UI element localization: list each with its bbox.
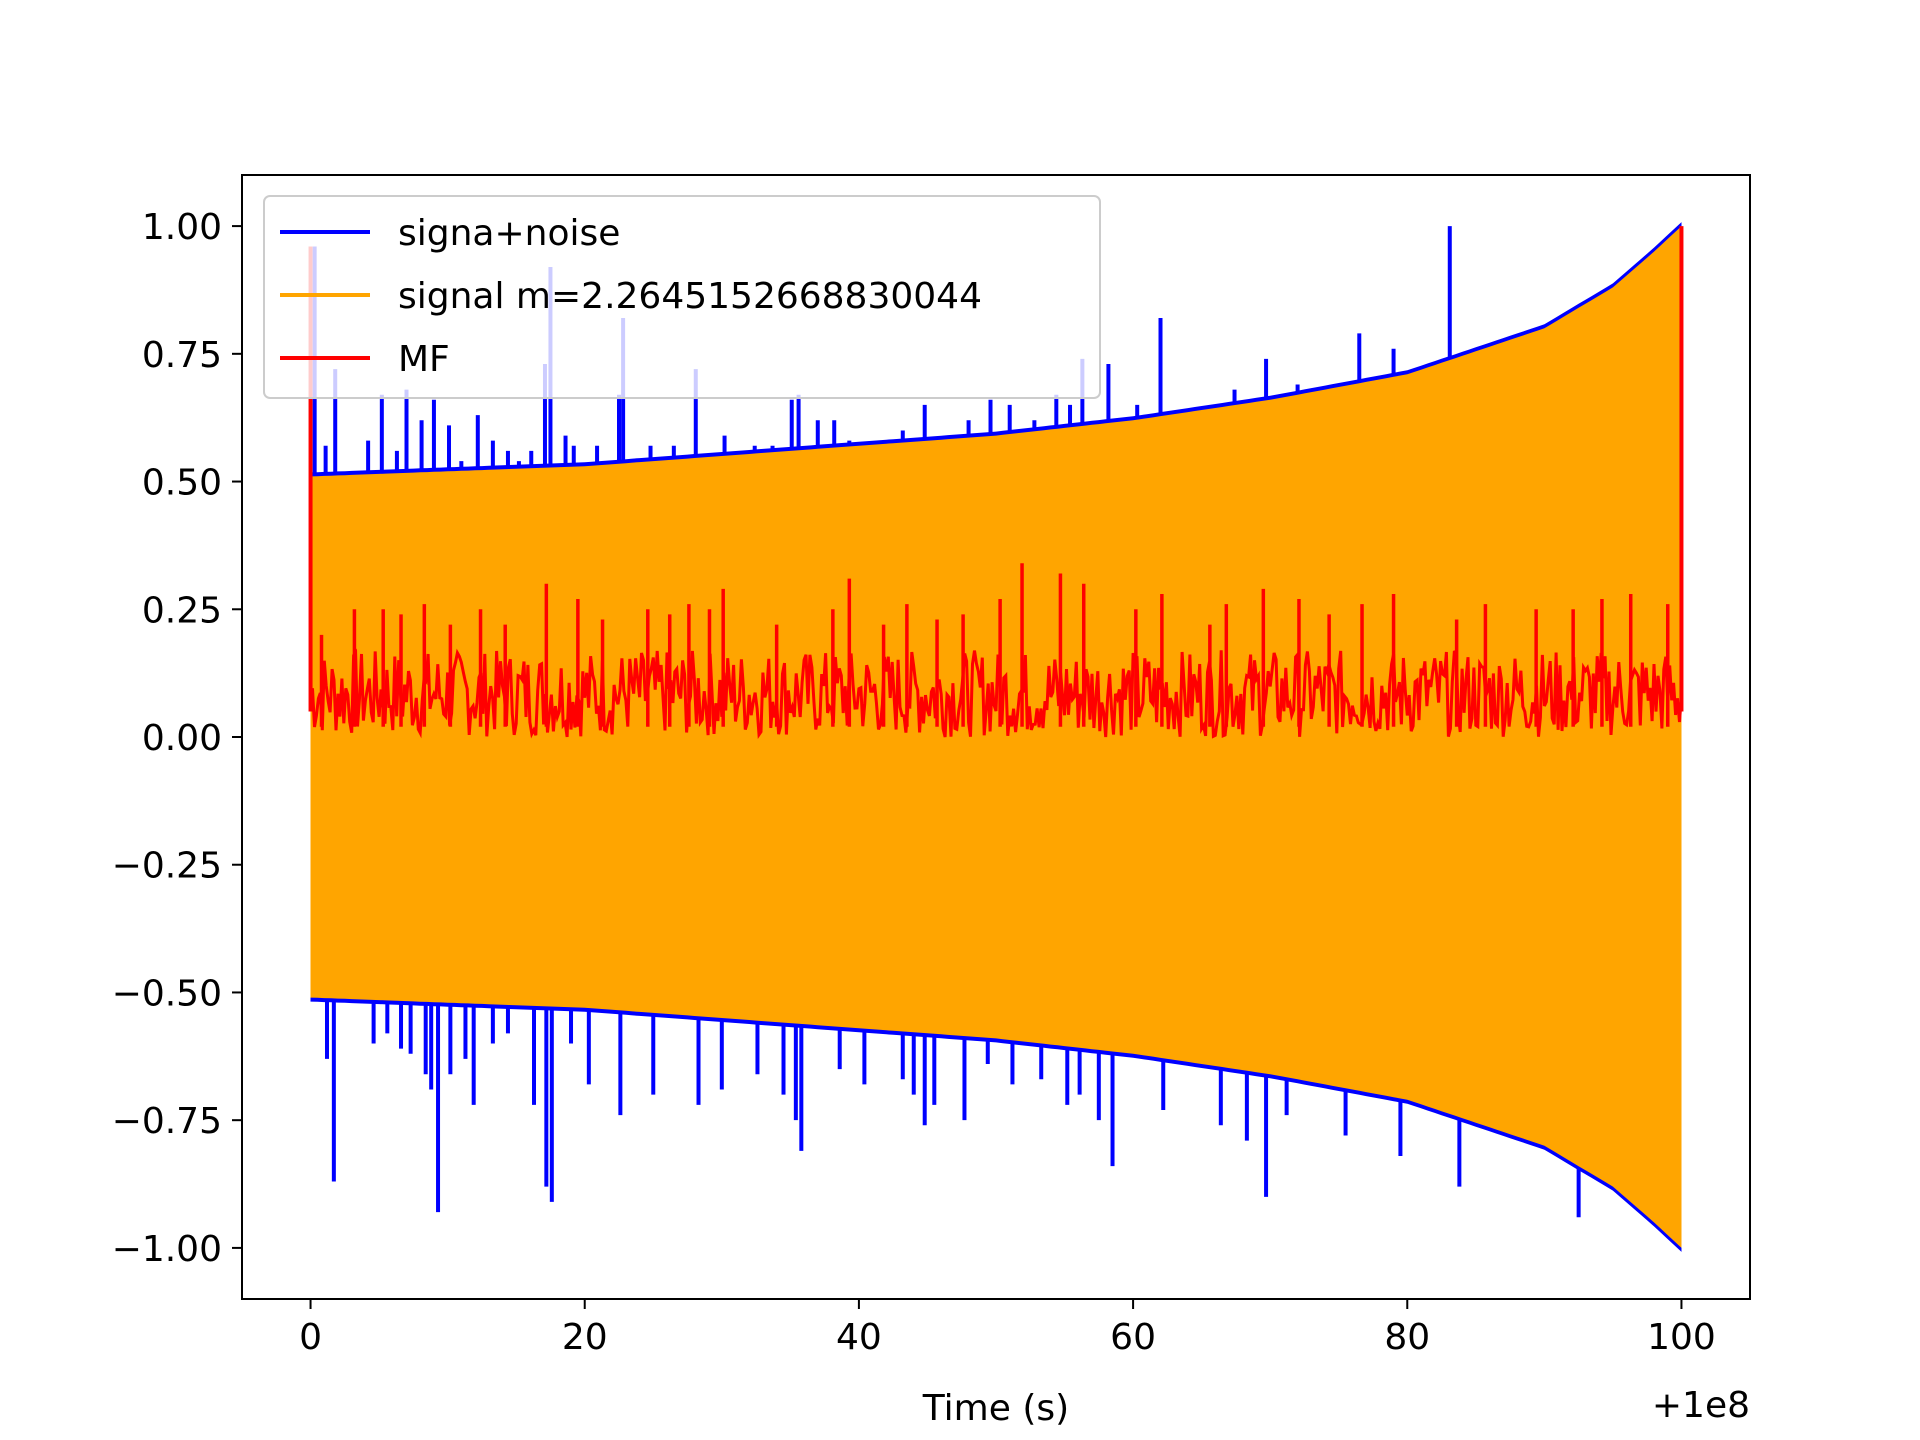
legend-label: signa+noise — [398, 213, 620, 254]
y-tick-label: 0.25 — [142, 590, 222, 631]
x-axis: 0 20 40 60 80 100 — [299, 1299, 1716, 1358]
series-mf — [308, 226, 1684, 739]
x-tick-label: 40 — [836, 1317, 882, 1358]
y-tick-label: 0.75 — [142, 335, 222, 376]
y-tick-label: −0.50 — [112, 973, 222, 1014]
y-tick-label: −0.25 — [112, 846, 222, 887]
plot-area — [308, 222, 1684, 1252]
x-offset-label: +1e8 — [1652, 1385, 1750, 1426]
series-signal-band — [310, 226, 1682, 1248]
mf-trace — [309, 648, 1683, 739]
legend: signa+noise signal m=2.2645152668830044 MF — [263, 195, 1101, 399]
y-tick-label: 0.00 — [142, 718, 222, 759]
x-tick-label: 100 — [1647, 1317, 1716, 1358]
x-axis-label: Time (s) — [922, 1388, 1069, 1429]
legend-label: signal m=2.2645152668830044 — [398, 276, 982, 317]
y-axis: 1.00 0.75 0.50 0.25 0.00 −0.25 −0.50 −0.75 −1.00 — [112, 207, 242, 1270]
legend-label: MF — [398, 339, 450, 380]
y-tick-label: −0.75 — [112, 1101, 222, 1142]
x-tick-label: 0 — [299, 1317, 322, 1358]
x-tick-label: 80 — [1384, 1317, 1430, 1358]
legend-frame — [263, 195, 1101, 399]
y-tick-label: −1.00 — [112, 1229, 222, 1270]
y-tick-label: 0.50 — [142, 463, 222, 504]
x-tick-label: 60 — [1110, 1317, 1156, 1358]
y-tick-label: 1.00 — [142, 207, 222, 248]
x-tick-label: 20 — [562, 1317, 608, 1358]
